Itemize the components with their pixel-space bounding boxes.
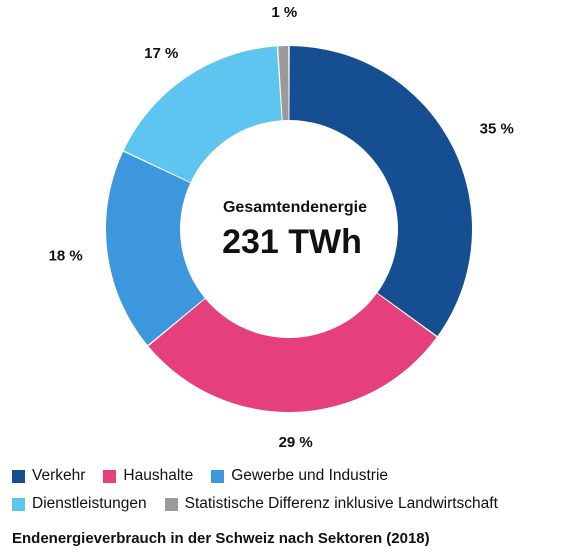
slice-gewerbe-und-industrie [105, 151, 205, 346]
pct-label-gewerbe-und-industrie: 18 % [49, 248, 83, 265]
pct-label-dienstleistungen: 17 % [144, 45, 178, 62]
legend-item-dienstleistungen: Dienstleistungen [12, 495, 147, 513]
slice-dienstleistungen [123, 46, 282, 183]
legend-swatch [12, 497, 25, 511]
legend-label: Dienstleistungen [32, 495, 147, 512]
legend-label: Haushalte [123, 467, 194, 484]
pct-label-statistische-differenz-inklusive-landwirtschaft: 1 % [271, 4, 297, 21]
legend-row: Verkehr Haushalte Gewerbe und Industrie [12, 462, 572, 490]
legend-swatch [12, 469, 25, 483]
legend-item-verkehr: Verkehr [12, 467, 85, 485]
legend-label: Statistische Differenz inklusive Landwir… [184, 495, 498, 512]
slice-statistische-differenz-inklusive-landwirtschaft [278, 46, 289, 121]
legend-item-haushalte: Haushalte [103, 467, 193, 485]
legend-swatch [103, 469, 117, 483]
legend-swatch [211, 469, 225, 483]
slice-verkehr [289, 46, 472, 336]
donut-slices [105, 46, 472, 412]
legend-item-statistische-differenz: Statistische Differenz inklusive Landwir… [164, 495, 498, 513]
slice-haushalte [148, 293, 437, 412]
pct-label-verkehr: 35 % [480, 120, 514, 137]
legend-label: Gewerbe und Industrie [231, 467, 389, 484]
pct-label-haushalte: 29 % [279, 434, 313, 451]
legend-row: Dienstleistungen Statistische Differenz … [12, 490, 572, 518]
center-value: 231 TWh [222, 223, 362, 261]
donut-chart: 35 % 29 % 18 % 17 % 1 % Gesamtendenergie 231… [49, 4, 514, 451]
percentage-labels: 35 % 29 % 18 % 17 % 1 % [49, 4, 514, 451]
legend-label: Verkehr [32, 467, 86, 484]
legend-item-gewerbe-und-industrie: Gewerbe und Industrie [211, 467, 388, 485]
chart-caption: Endenergieverbrauch in der Schweiz nach … [12, 530, 430, 547]
legend-swatch [164, 497, 178, 511]
legend: Verkehr Haushalte Gewerbe und Industrie … [12, 462, 572, 518]
center-title: Gesamtendenergie [223, 199, 367, 216]
